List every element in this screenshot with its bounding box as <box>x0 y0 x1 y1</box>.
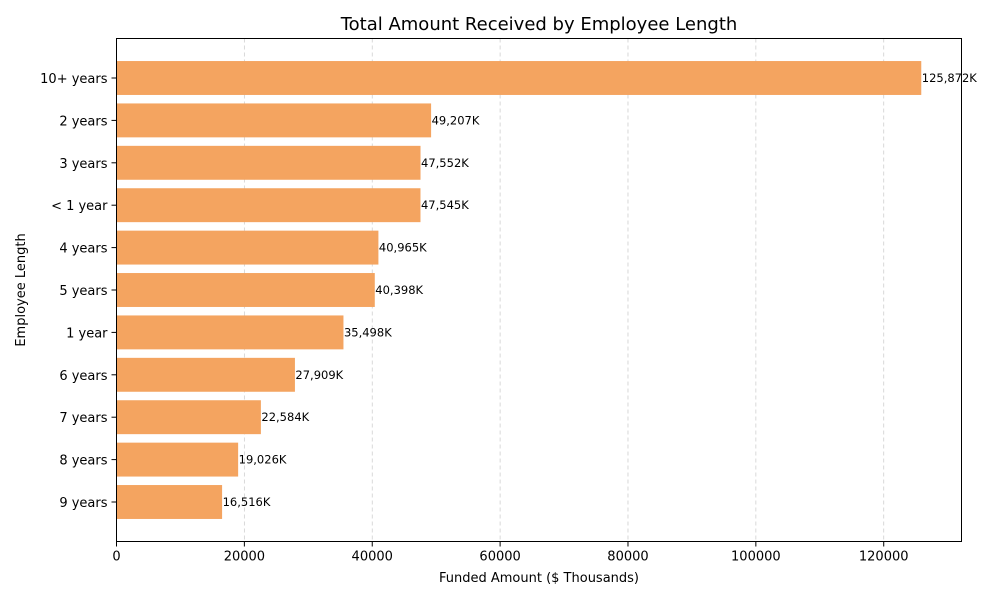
bar-value-label: 19,026K <box>239 453 287 467</box>
bars <box>116 61 922 519</box>
chart-title: Total Amount Received by Employee Length <box>340 14 738 35</box>
bar <box>116 315 344 350</box>
bar-value-label: 35,498K <box>344 325 392 339</box>
bar <box>116 442 239 477</box>
bar <box>116 145 421 180</box>
bar <box>116 400 261 435</box>
y-tick-label: 8 years <box>59 454 107 469</box>
bar-value-label: 47,545K <box>421 198 469 212</box>
bar-value-label: 49,207K <box>432 113 480 127</box>
bar <box>116 103 432 138</box>
y-axis-title: Employee Length <box>14 233 29 346</box>
x-axis-title: Funded Amount ($ Thousands) <box>439 571 639 586</box>
y-tick-label: 7 years <box>59 411 107 426</box>
y-tick-label: 6 years <box>59 369 107 384</box>
bar-value-label: 27,909K <box>295 368 343 382</box>
x-tick-label: 20000 <box>224 550 265 565</box>
bar <box>116 273 375 307</box>
bar-value-label: 47,552K <box>421 156 469 170</box>
x-axis-ticks: 0 20000 40000 60000 80000 100000 120000 <box>112 541 909 565</box>
y-tick-label: 3 years <box>59 157 107 172</box>
x-tick-label: 60000 <box>479 550 520 565</box>
bar-value-label: 125,872K <box>922 71 978 85</box>
bar-value-label: 40,965K <box>379 241 427 255</box>
x-tick-label: 80000 <box>607 550 648 565</box>
y-tick-label: 1 year <box>66 326 108 341</box>
y-tick-label: 10+ years <box>40 72 108 87</box>
x-tick-label: 100000 <box>731 550 781 565</box>
y-axis-ticks: 10+ years 2 years 3 years < 1 year 4 years 5 … <box>40 72 117 511</box>
x-tick-label: 120000 <box>859 550 909 565</box>
x-tick-label: 0 <box>112 550 120 565</box>
y-tick-label: 2 years <box>59 114 107 129</box>
x-tick-label: 40000 <box>352 550 393 565</box>
data-labels: 125,872K 49,207K 47,552K 47,545K 40,965K 40,3… <box>223 71 978 509</box>
bar <box>116 188 421 223</box>
bar-value-label: 16,516K <box>223 495 271 509</box>
bar-value-label: 22,584K <box>261 410 309 424</box>
bar <box>116 230 379 265</box>
y-tick-label: 9 years <box>59 496 107 511</box>
bar <box>116 485 223 519</box>
bar <box>116 61 922 95</box>
y-tick-label: < 1 year <box>51 199 108 214</box>
y-tick-label: 5 years <box>59 284 107 299</box>
bar-value-label: 40,398K <box>375 283 423 297</box>
y-tick-label: 4 years <box>59 242 107 257</box>
bar <box>116 357 295 392</box>
